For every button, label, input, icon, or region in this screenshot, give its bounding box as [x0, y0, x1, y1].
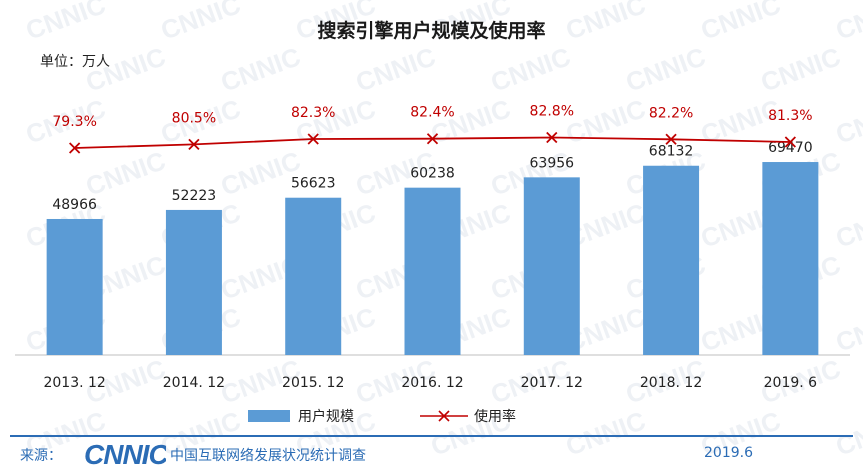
footer: 来源： CNNIC 中国互联网络发展状况统计调查 2019.6 — [0, 439, 863, 473]
bar-value-label: 68132 — [649, 144, 694, 160]
x-tick-label: 2017. 12 — [521, 375, 583, 391]
rate-value-label: 82.3% — [291, 105, 335, 121]
bar-value-label: 48966 — [52, 197, 97, 213]
x-tick-label: 2015. 12 — [282, 375, 344, 391]
rate-value-label: 80.5% — [172, 110, 216, 126]
rate-value-label: 82.8% — [530, 104, 574, 120]
rate-marker — [188, 138, 200, 151]
rate-marker — [784, 136, 796, 148]
rate-marker — [665, 133, 677, 145]
bar-users — [523, 177, 580, 355]
unit-label: 单位：万人 — [40, 54, 110, 70]
bar-users — [285, 197, 342, 355]
x-tick-label: 2019. 6 — [764, 375, 818, 391]
bar-value-label: 56623 — [291, 176, 336, 192]
cnnic-logo: CNNIC — [84, 439, 166, 468]
footer-date: 2019.6 — [704, 445, 753, 461]
source-label: 来源： — [20, 448, 62, 464]
legend-item-rate: 使用率 — [420, 406, 516, 426]
x-tick-label: 2016. 12 — [401, 375, 463, 391]
legend-item-users: 用户规模 — [248, 406, 354, 426]
legend-label-users: 用户规模 — [298, 409, 354, 425]
rate-marker — [546, 131, 558, 144]
chart-area: 48966 2013. 12 52223 2014. 12 56623 2015. 12 6… — [15, 104, 850, 391]
rate-marker — [307, 133, 319, 145]
x-tick-label: 2018. 12 — [640, 375, 702, 391]
rate-value-label: 82.2% — [649, 105, 693, 121]
legend-label-rate: 使用率 — [474, 409, 516, 425]
x-tick-label: 2014. 12 — [163, 375, 225, 391]
rate-value-label: 82.4% — [410, 105, 454, 121]
legend: 用户规模 使用率 — [0, 406, 863, 430]
rate-marker — [69, 142, 81, 154]
svg-text:CNNIC: CNNIC — [84, 439, 166, 468]
legend-swatch-rate — [420, 410, 468, 422]
rate-value-label: 81.3% — [768, 108, 812, 124]
rate-marker — [426, 133, 439, 145]
bar-users — [762, 162, 819, 355]
rate-value-label: 79.3% — [52, 114, 96, 130]
x-tick-label: 2013. 12 — [43, 375, 105, 391]
bar-value-label: 69470 — [768, 140, 813, 156]
chart-title: 搜索引擎用户规模及使用率 — [317, 20, 546, 42]
bar-value-label: 63956 — [530, 155, 575, 171]
bar-users — [165, 209, 222, 355]
bar-users — [404, 187, 461, 355]
legend-swatch-users — [248, 410, 290, 422]
bar-value-label: 60238 — [410, 166, 455, 182]
source-organization: 中国互联网络发展状况统计调查 — [170, 448, 366, 464]
bar-users — [643, 165, 700, 355]
footer-divider — [10, 435, 853, 437]
bar-value-label: 52223 — [172, 188, 217, 204]
bar-users — [46, 218, 103, 355]
